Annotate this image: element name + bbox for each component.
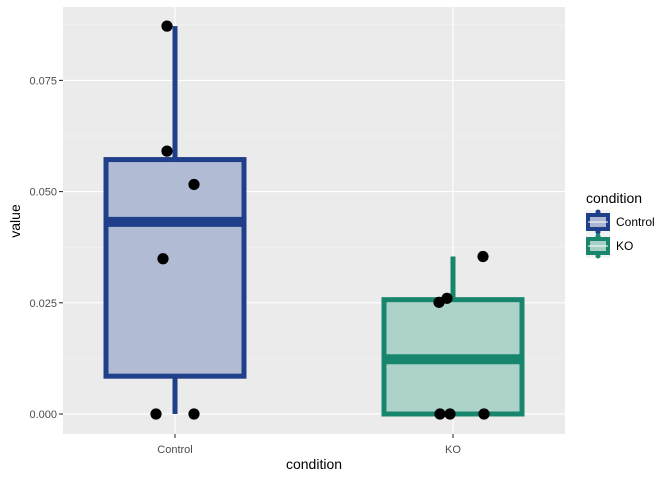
data-point — [157, 253, 169, 265]
legend-key-ko — [586, 233, 610, 259]
data-point — [477, 250, 489, 263]
legend-key-control — [586, 209, 610, 235]
y-axis: 0.000 0.025 0.050 0.075 — [29, 75, 63, 421]
legend-label: Control — [616, 215, 655, 229]
y-axis-title: value — [7, 204, 23, 238]
data-point — [150, 408, 162, 420]
data-point — [188, 408, 200, 420]
data-point — [444, 408, 456, 420]
legend-label: KO — [616, 239, 633, 253]
boxes — [103, 26, 525, 417]
data-point — [478, 408, 490, 420]
data-points — [150, 20, 490, 420]
y-tick-label: 0.050 — [29, 187, 57, 199]
legend-key-dot — [595, 229, 601, 235]
x-tick-label: KO — [445, 444, 461, 456]
legend: condition Control KO — [586, 190, 655, 259]
y-tick-label: 0.075 — [29, 75, 57, 87]
x-axis-title: condition — [286, 456, 342, 472]
box-iqr — [103, 157, 247, 379]
legend-title: condition — [586, 190, 642, 206]
x-tick-label: Control — [157, 444, 192, 456]
data-point — [441, 292, 453, 304]
legend-key-dot — [595, 209, 601, 215]
data-point — [161, 20, 173, 32]
legend-key-dot — [595, 233, 601, 239]
y-tick-label: 0.000 — [29, 409, 57, 421]
x-axis: Control KO — [157, 434, 461, 456]
data-point — [434, 408, 446, 420]
y-tick-label: 0.025 — [29, 298, 57, 310]
legend-key-dot — [595, 253, 601, 259]
data-point — [188, 178, 200, 191]
box-control — [103, 26, 247, 414]
box-ko — [381, 256, 525, 417]
data-point — [161, 145, 173, 157]
